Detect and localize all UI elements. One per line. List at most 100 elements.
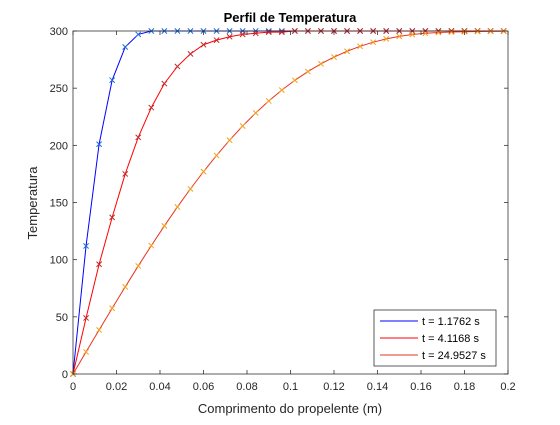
series-2-point (252, 30, 259, 37)
y-tick-label: 150 (50, 198, 68, 210)
marker-stroke (135, 31, 142, 38)
y-tick-label: 250 (50, 83, 68, 95)
marker-stroke (135, 134, 142, 141)
series-3-point (474, 28, 481, 35)
series-3-point (187, 185, 194, 192)
series-3-point (265, 98, 272, 104)
marker-stroke (239, 31, 246, 38)
marker-stroke (213, 152, 220, 159)
marker-stroke (291, 77, 298, 84)
x-tick-label: 0.08 (236, 381, 257, 393)
y-tick-label: 100 (50, 255, 68, 267)
marker-stroke (122, 44, 129, 50)
series-1-point (135, 31, 142, 38)
series-3-point (239, 123, 246, 129)
y-axis-label: Temperatura (25, 166, 40, 240)
series-3-point (226, 137, 233, 144)
series-3-point (383, 35, 390, 42)
series-layer (70, 28, 507, 377)
marker-stroke (109, 214, 116, 221)
marker-stroke (265, 29, 272, 36)
series-2-point (135, 134, 142, 141)
series-2-point (226, 33, 233, 40)
y-axis-ticks: 0 50 100 150 200 250 300 (50, 26, 508, 381)
marker-stroke (200, 168, 207, 175)
x-tick-label: 0.04 (149, 381, 170, 393)
series-3-point (122, 283, 129, 290)
series-2-point (278, 29, 285, 36)
marker-stroke (252, 30, 259, 37)
marker-stroke (448, 29, 455, 35)
series-3-point (344, 48, 351, 55)
marker-stroke (226, 33, 233, 40)
series-2-point (122, 170, 129, 177)
series-3-point (96, 327, 103, 333)
series-3-point (278, 87, 285, 94)
series-3-point (357, 43, 364, 50)
x-tick-label: 0.06 (193, 381, 214, 393)
x-axis-ticks: 0 0.02 0.04 0.06 0.08 0.1 0.12 0.14 0.16 0.18 0.2 (70, 31, 516, 393)
y-tick-label: 0 (62, 369, 68, 381)
series-3-point (317, 60, 324, 67)
marker-stroke (409, 31, 416, 38)
x-tick-label: 0.12 (323, 381, 344, 393)
x-tick-label: 0.02 (106, 381, 127, 393)
series-3-point (148, 242, 155, 249)
x-tick-label: 0.1 (283, 381, 298, 393)
legend-label-1: t = 1.1762 s (422, 316, 480, 328)
marker-stroke (148, 104, 155, 111)
series-2-point (265, 29, 272, 36)
marker-stroke (122, 283, 129, 290)
marker-stroke (252, 110, 259, 116)
marker-stroke (174, 63, 181, 70)
x-tick-label: 0.16 (410, 381, 431, 393)
series-3-point (422, 30, 429, 37)
marker-stroke (187, 185, 194, 192)
series-2-point (174, 63, 181, 70)
marker-stroke (474, 28, 481, 35)
marker-stroke (96, 327, 103, 333)
series-2-point (83, 315, 90, 321)
marker-stroke (239, 123, 246, 129)
chart-title: Perfil de Temperatura (224, 10, 357, 25)
marker-stroke (109, 77, 116, 84)
x-tick-label: 0.2 (500, 381, 515, 393)
marker-stroke (213, 37, 220, 44)
marker-stroke (304, 68, 311, 75)
marker-stroke (331, 54, 337, 61)
legend-label-2: t = 4.1168 s (422, 333, 479, 345)
marker-stroke (344, 48, 351, 55)
marker-stroke (161, 222, 168, 229)
series-3-point (109, 305, 116, 312)
series-2-point (200, 41, 207, 48)
series-3-point (331, 54, 337, 61)
legend-label-3: t = 24.9527 s (422, 350, 486, 362)
series-2-point (213, 37, 220, 44)
series-2-point (148, 104, 155, 111)
legend-entries: t = 1.1762 s t = 4.1168 s t = 24.9527 s (380, 316, 486, 362)
marker-stroke (83, 242, 90, 249)
x-axis-label: Comprimento do propelente (m) (198, 401, 382, 416)
x-tick-label: 0.18 (454, 381, 475, 393)
series-1-point (109, 77, 116, 84)
series-1-point (83, 242, 90, 249)
x-tick-label: 0 (70, 381, 76, 393)
marker-stroke (96, 261, 103, 268)
marker-stroke (161, 80, 168, 87)
y-tick-label: 50 (56, 312, 68, 324)
series-3-point (291, 77, 298, 84)
marker-stroke (226, 137, 233, 144)
x-tick-label: 0.14 (367, 381, 388, 393)
series-2-point (239, 31, 246, 38)
series-1-point (96, 141, 103, 148)
series-3-point (200, 168, 207, 175)
marker-stroke (200, 41, 207, 48)
series-3-point (174, 204, 181, 210)
series-1-point (122, 44, 129, 50)
marker-stroke (265, 98, 272, 104)
marker-stroke (83, 315, 90, 321)
series-line-3 (72, 30, 504, 375)
series-3-point (370, 39, 377, 46)
marker-stroke (422, 30, 429, 37)
